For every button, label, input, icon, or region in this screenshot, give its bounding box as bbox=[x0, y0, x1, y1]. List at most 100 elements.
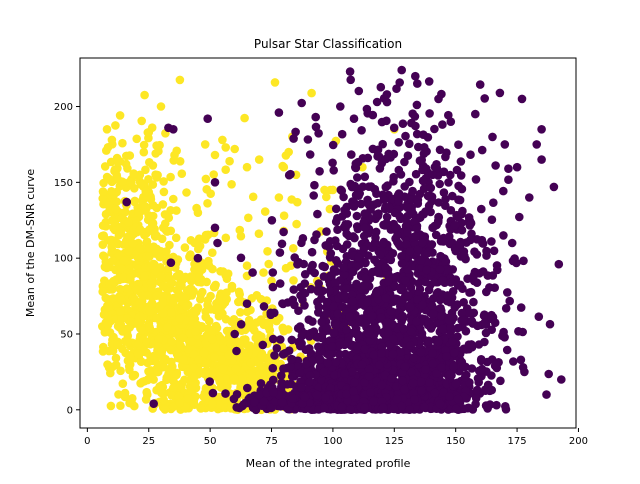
data-point bbox=[128, 372, 138, 381]
data-point bbox=[364, 372, 374, 381]
data-point bbox=[545, 319, 555, 329]
data-point bbox=[274, 108, 284, 117]
data-point bbox=[459, 315, 469, 325]
data-point bbox=[465, 221, 475, 230]
data-point bbox=[325, 204, 335, 214]
series-1 bbox=[122, 65, 566, 415]
data-point bbox=[336, 185, 346, 195]
data-point bbox=[218, 364, 228, 374]
data-point bbox=[179, 354, 188, 364]
data-point bbox=[397, 401, 407, 411]
data-point bbox=[498, 331, 507, 341]
data-point bbox=[342, 389, 351, 399]
data-point bbox=[317, 317, 327, 327]
data-point bbox=[376, 250, 385, 260]
data-point bbox=[279, 364, 288, 374]
data-point bbox=[477, 204, 486, 214]
data-point bbox=[453, 281, 463, 290]
data-point bbox=[300, 301, 309, 310]
data-point bbox=[114, 230, 124, 240]
data-point bbox=[204, 261, 214, 271]
data-point bbox=[288, 394, 297, 403]
data-point bbox=[117, 213, 126, 223]
data-point bbox=[347, 290, 357, 300]
data-point bbox=[289, 134, 298, 143]
data-point bbox=[218, 135, 227, 145]
data-point bbox=[270, 78, 280, 87]
data-point bbox=[317, 375, 327, 385]
data-point bbox=[386, 307, 396, 316]
x-axis-label: Mean of the integrated profile bbox=[246, 457, 411, 470]
data-point bbox=[203, 114, 212, 123]
data-point bbox=[98, 194, 107, 203]
data-point bbox=[557, 375, 566, 384]
data-point bbox=[351, 329, 361, 339]
data-point bbox=[122, 197, 131, 207]
data-point bbox=[400, 157, 409, 167]
data-point bbox=[132, 134, 141, 144]
data-point bbox=[448, 191, 457, 201]
data-point bbox=[123, 338, 133, 347]
data-point bbox=[149, 399, 158, 409]
data-point bbox=[389, 172, 399, 182]
data-point bbox=[311, 122, 321, 132]
data-point bbox=[369, 350, 379, 360]
data-point bbox=[418, 238, 427, 248]
data-point bbox=[397, 259, 407, 268]
data-point bbox=[428, 170, 437, 180]
data-point bbox=[232, 346, 241, 356]
data-point bbox=[382, 212, 392, 222]
data-point bbox=[213, 303, 222, 313]
data-point bbox=[448, 337, 457, 347]
data-point bbox=[133, 349, 143, 359]
data-point bbox=[193, 208, 203, 217]
data-point bbox=[435, 295, 445, 305]
data-point bbox=[379, 195, 389, 204]
data-point bbox=[305, 371, 315, 380]
data-point bbox=[504, 175, 513, 184]
data-point bbox=[227, 180, 236, 189]
data-point bbox=[268, 334, 278, 344]
data-point bbox=[544, 369, 553, 379]
data-point bbox=[166, 345, 176, 355]
data-point bbox=[372, 97, 382, 107]
data-point bbox=[322, 309, 332, 319]
data-point bbox=[382, 116, 391, 126]
data-point bbox=[122, 151, 131, 161]
data-point bbox=[114, 390, 123, 399]
data-point bbox=[176, 341, 185, 350]
data-point bbox=[207, 399, 217, 409]
data-point bbox=[142, 387, 151, 397]
data-point bbox=[501, 405, 511, 414]
data-point bbox=[139, 140, 149, 150]
data-point bbox=[275, 248, 285, 257]
data-point bbox=[167, 337, 176, 347]
data-point bbox=[167, 357, 176, 367]
data-point bbox=[516, 303, 526, 312]
data-point bbox=[409, 217, 419, 227]
data-point bbox=[396, 283, 405, 293]
data-point bbox=[325, 350, 334, 359]
data-point bbox=[361, 273, 370, 283]
data-point bbox=[142, 337, 151, 347]
data-point bbox=[236, 253, 246, 263]
data-point bbox=[411, 231, 421, 241]
data-point bbox=[103, 360, 112, 369]
data-point bbox=[460, 251, 469, 261]
data-point bbox=[259, 302, 269, 311]
data-point bbox=[243, 383, 252, 393]
x-tick-label: 175 bbox=[508, 436, 527, 447]
data-point bbox=[196, 290, 206, 299]
data-point bbox=[144, 128, 154, 137]
data-point bbox=[340, 291, 350, 301]
data-point bbox=[514, 327, 523, 336]
data-point bbox=[255, 369, 264, 379]
data-point bbox=[194, 234, 204, 243]
data-point bbox=[154, 334, 163, 344]
data-point bbox=[215, 375, 224, 385]
data-point bbox=[289, 285, 299, 294]
data-point bbox=[499, 231, 508, 240]
data-point bbox=[456, 157, 466, 166]
data-point bbox=[150, 228, 159, 238]
data-point bbox=[360, 403, 370, 413]
